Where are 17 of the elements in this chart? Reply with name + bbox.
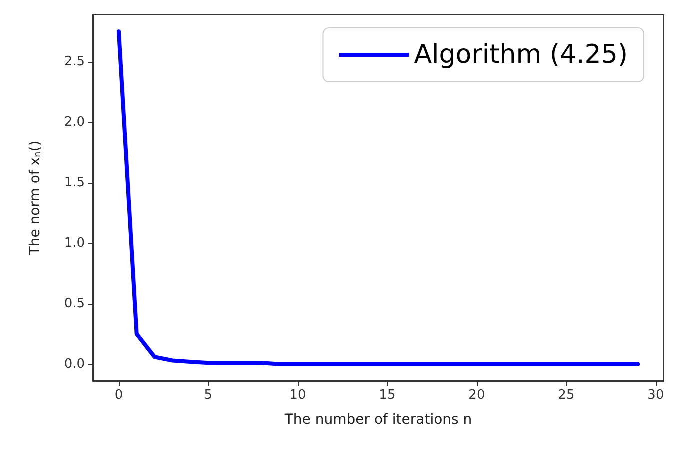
y-tick-label: 0.5 xyxy=(64,296,85,312)
y-tick-label: 1.5 xyxy=(64,175,85,190)
y-tick-label: 2.5 xyxy=(64,54,85,70)
x-tick-label: 10 xyxy=(290,388,306,403)
x-tick-label: 20 xyxy=(468,388,486,403)
x-tick-label: 30 xyxy=(648,388,664,403)
y-tick-label: 2.0 xyxy=(64,114,85,130)
x-tick-label: 15 xyxy=(379,388,396,403)
y-tick-label: 1.0 xyxy=(64,236,85,251)
x-tick-label: 0 xyxy=(114,388,124,403)
x-tick-label: 25 xyxy=(558,388,575,403)
x-tick-label: 5 xyxy=(204,388,213,403)
line-series xyxy=(116,30,640,366)
x-axis-title: The number of iterations n xyxy=(284,412,472,428)
y-axis-title: The norm of xn() xyxy=(28,140,44,256)
legend-label: Algorithm (4.25) xyxy=(414,40,628,70)
y-tick-label: 0.0 xyxy=(64,356,85,372)
